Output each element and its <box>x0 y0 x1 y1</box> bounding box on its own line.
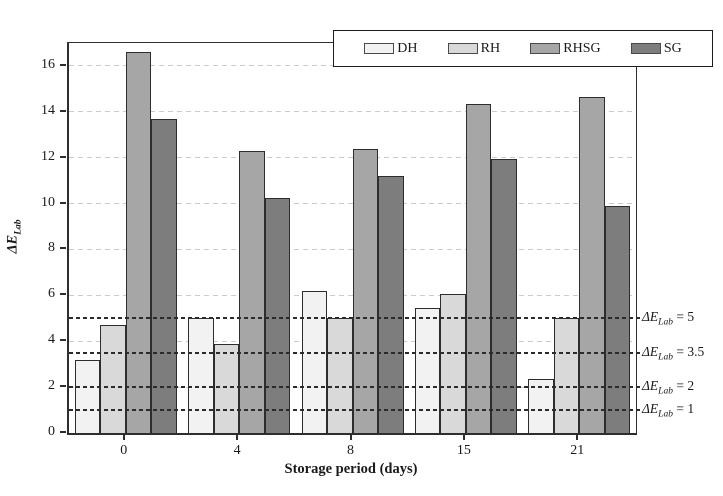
legend-swatch-dh <box>364 43 395 54</box>
bar-rh-day4 <box>213 343 240 433</box>
y-axis-label: ΔELab <box>4 187 24 287</box>
bar-dh-day15 <box>414 307 441 433</box>
threshold-label-symbol: ΔE <box>642 378 659 394</box>
x-tick-label: 21 <box>570 443 585 458</box>
legend-item-dh: DH <box>364 41 417 57</box>
bar-dh-day0 <box>74 359 101 433</box>
y-axis-label-main: ΔE <box>4 234 21 254</box>
bar-sg-day4 <box>264 197 291 433</box>
y-tick-label: 8 <box>48 240 55 256</box>
legend-label-dh: DH <box>397 40 418 56</box>
legend-item-sg: SG <box>630 40 682 57</box>
x-axis-label: Storage period (days) <box>284 461 418 477</box>
bar-dh-day4 <box>188 318 214 433</box>
y-tick-label: 12 <box>41 148 55 164</box>
bar-rh-day8 <box>327 318 353 433</box>
threshold-label-subscript: Lab <box>658 409 673 420</box>
y-axis-tick <box>60 201 66 204</box>
bar-rhsg-day21 <box>579 96 605 433</box>
y-tick-label: 6 <box>48 286 55 302</box>
x-tick-label: 0 <box>120 443 128 458</box>
y-tick-label: 0 <box>48 424 55 439</box>
bar-sg-day8 <box>378 176 404 433</box>
threshold-label-1: ΔELab = 1 <box>642 400 722 420</box>
legend-label-rh: RH <box>480 40 501 56</box>
y-tick-label: 2 <box>48 378 55 394</box>
legend-item-rhsg: RHSG <box>530 40 601 57</box>
y-tick-label: 14 <box>41 102 55 118</box>
y-axis-label-sub: Lab <box>13 219 24 235</box>
y-tick-label: 16 <box>41 56 55 72</box>
threshold-label-value: = 5 <box>672 309 695 325</box>
y-axis-tick <box>60 339 66 342</box>
x-tick-label: 8 <box>347 443 354 458</box>
threshold-label-subscript: Lab <box>658 352 673 363</box>
bar-sg-day21 <box>604 205 631 433</box>
threshold-label-subscript: Lab <box>658 317 673 328</box>
legend-label-sg: SG <box>663 40 682 56</box>
threshold-label-symbol: ΔE <box>642 309 659 325</box>
legend-swatch-sg <box>630 43 661 54</box>
x-tick-label: 4 <box>233 443 241 458</box>
bar-rhsg-day0 <box>125 52 152 433</box>
legend-swatch-rhsg <box>530 43 561 54</box>
bar-sg-day15 <box>491 158 517 433</box>
legend: DH RH RHSG SG <box>333 30 713 67</box>
threshold-label-symbol: ΔE <box>642 401 659 417</box>
threshold-line-2 <box>69 386 641 389</box>
bar-sg-day0 <box>151 118 177 433</box>
x-axis-tick <box>236 434 239 440</box>
y-gridline <box>69 111 636 113</box>
bar-rhsg-day8 <box>352 148 378 433</box>
y-tick-label: 4 <box>48 332 55 348</box>
legend-swatch-rh <box>447 43 478 54</box>
threshold-label-5: ΔELab = 5 <box>642 308 722 328</box>
x-axis-tick <box>462 434 465 440</box>
x-axis-tick <box>349 434 352 440</box>
y-axis-tick <box>60 63 66 66</box>
threshold-line-5 <box>69 317 641 320</box>
x-axis-tick <box>122 434 125 440</box>
y-axis-tick <box>60 293 66 296</box>
threshold-label-2: ΔELab = 2 <box>642 377 722 397</box>
threshold-label-value: = 2 <box>672 378 695 394</box>
legend-label-rhsg: RHSG <box>563 40 601 56</box>
y-axis-tick <box>60 247 66 250</box>
bar-rh-day21 <box>553 318 580 433</box>
bar-rhsg-day15 <box>465 103 492 433</box>
y-axis-tick <box>60 385 66 388</box>
legend-item-rh: RH <box>447 40 501 57</box>
y-tick-label: 10 <box>41 194 55 210</box>
threshold-label-value: = 1 <box>672 401 695 417</box>
bar-rh-day15 <box>440 294 466 433</box>
bar-dh-day8 <box>301 290 327 433</box>
x-tick-label: 15 <box>456 443 471 458</box>
threshold-line-3.5 <box>69 351 641 354</box>
threshold-label-3.5: ΔELab = 3.5 <box>642 343 722 363</box>
x-axis-tick <box>576 434 579 440</box>
threshold-line-1 <box>69 409 641 412</box>
bar-rhsg-day4 <box>239 150 265 433</box>
bar-rh-day0 <box>100 325 126 433</box>
y-axis-tick <box>60 431 66 433</box>
y-axis-tick <box>60 155 66 158</box>
threshold-label-symbol: ΔE <box>642 343 659 359</box>
threshold-label-value: = 3.5 <box>672 343 705 359</box>
plot-area <box>67 42 641 435</box>
threshold-label-subscript: Lab <box>658 386 673 397</box>
y-axis-tick <box>60 109 66 112</box>
